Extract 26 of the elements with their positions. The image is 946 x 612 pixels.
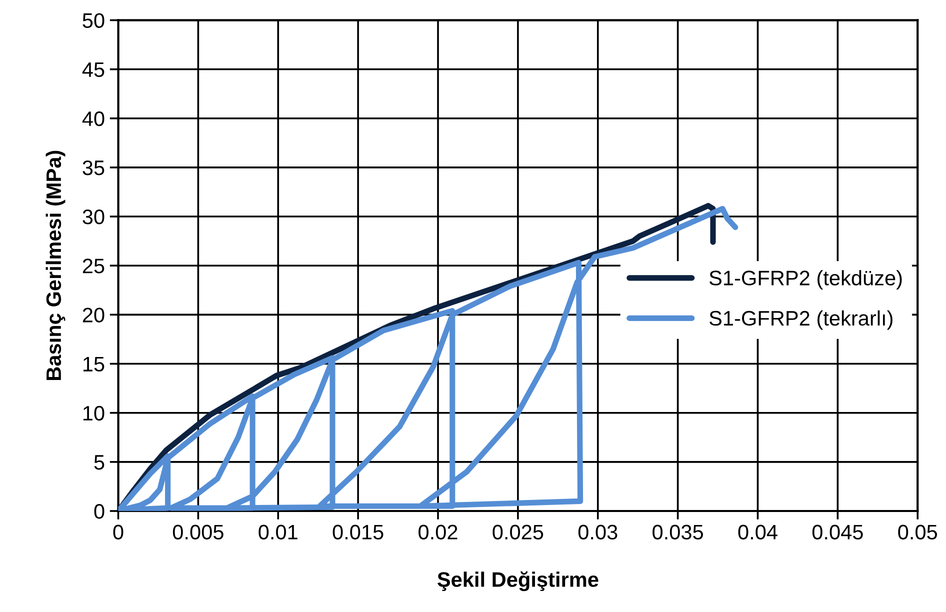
y-tick-label: 10 xyxy=(83,406,104,421)
y-tick-label: 15 xyxy=(83,356,104,372)
x-tick-label: 0.025 xyxy=(492,524,544,540)
legend-label: S1-GFRP2 (tekdüze) xyxy=(709,270,902,290)
x-axis-title: Şekil Değiştirme xyxy=(437,571,598,592)
x-tick-label: 0.035 xyxy=(652,524,704,540)
x-tick-label: 0.03 xyxy=(578,524,618,540)
x-tick-label: 0.05 xyxy=(898,524,938,540)
x-tick-label: 0.045 xyxy=(812,524,863,540)
y-tick-label: 50 xyxy=(82,13,104,28)
y-tick-label: 30 xyxy=(82,210,104,224)
y-tick-label: 0 xyxy=(94,504,104,519)
y-tick-label: 40 xyxy=(82,111,104,126)
y-tick-label: 5 xyxy=(94,455,104,470)
x-tick-label: 0.02 xyxy=(418,524,458,540)
x-tick-label: 0 xyxy=(113,524,124,540)
x-tick-label: 0.01 xyxy=(258,524,298,540)
y-tick-label: 35 xyxy=(82,160,104,176)
x-tick-label: 0.015 xyxy=(332,524,384,540)
y-axis-title: Basınç Gerilmesi (MPa) xyxy=(46,150,66,380)
x-tick-label: 0.005 xyxy=(172,524,224,540)
y-tick-label: 20 xyxy=(82,308,104,322)
legend-label: S1-GFRP2 (tekrarlı) xyxy=(709,310,892,330)
y-tick-label: 45 xyxy=(82,62,104,78)
y-tick-label: 25 xyxy=(82,258,104,274)
x-tick-label: 0.04 xyxy=(738,524,778,540)
